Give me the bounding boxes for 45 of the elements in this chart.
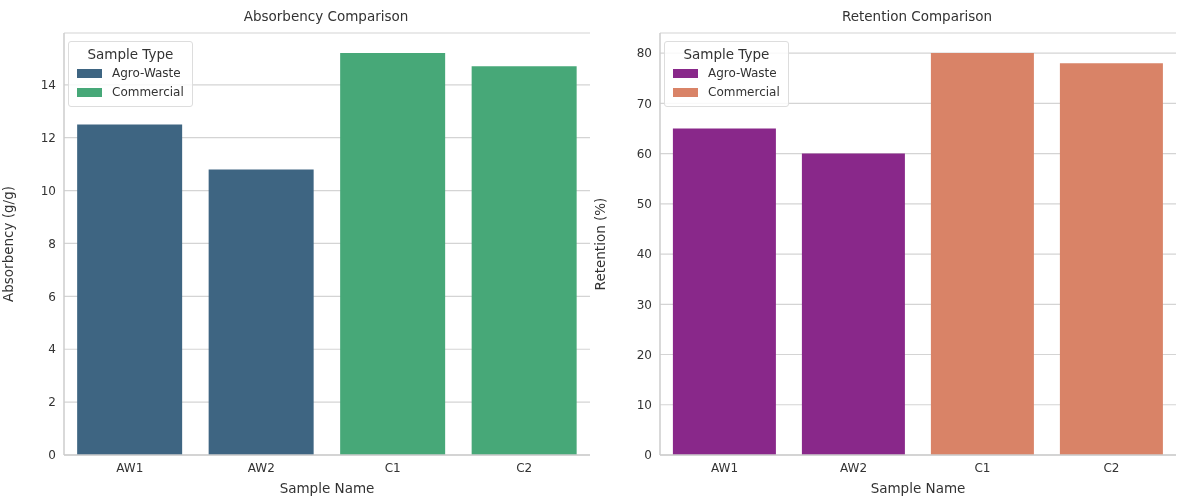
y-tick-label: 14 [40,78,56,93]
y-tick-label: 60 [636,146,652,161]
y-tick-label: 20 [636,347,652,362]
bar [672,128,776,455]
y-tick-label: 30 [636,297,652,312]
bar [340,53,446,455]
x-axis-title: Sample Name [870,480,966,496]
bar [77,124,183,455]
legend-label: Agro-Waste [708,65,777,82]
y-tick-label: 80 [636,46,652,61]
y-tick-label: 8 [48,236,56,251]
x-axis-title: Sample Name [279,480,375,496]
bar [801,153,905,455]
y-axis-title: Retention (%) [591,197,608,291]
y-tick-label: 40 [636,247,652,262]
legend-label: Commercial [708,84,780,101]
legend-label: Agro-Waste [112,65,181,82]
y-tick-label: 10 [636,398,652,413]
y-axis-title: Absorbency (g/g) [0,185,16,303]
x-tick-label: AW1 [116,460,144,475]
legend-title: Sample Type [86,46,175,62]
y-tick-label: 6 [48,289,56,304]
bar [930,53,1034,455]
chart-title: Retention Comparison [840,8,994,24]
y-tick-label: 50 [636,197,652,212]
x-tick-label: C2 [1103,460,1120,475]
bar [208,169,314,455]
y-tick-label: 2 [48,395,56,410]
x-tick-label: AW1 [710,460,739,475]
bar [1059,63,1163,455]
x-tick-label: C1 [974,460,991,475]
x-tick-label: C1 [384,460,401,475]
x-tick-label: C2 [516,460,533,475]
bar [471,66,577,455]
y-tick-label: 12 [40,130,56,145]
x-tick-label: AW2 [839,460,868,475]
y-tick-label: 0 [644,448,652,463]
y-tick-label: 4 [48,342,56,357]
legend-title: Sample Type [682,46,771,62]
x-tick-label: AW2 [247,460,275,475]
legend-label: Commercial [112,84,184,101]
y-tick-label: 10 [40,183,56,198]
y-tick-label: 0 [48,448,56,463]
chart-title: Absorbency Comparison [242,8,410,24]
y-tick-label: 70 [636,96,652,111]
